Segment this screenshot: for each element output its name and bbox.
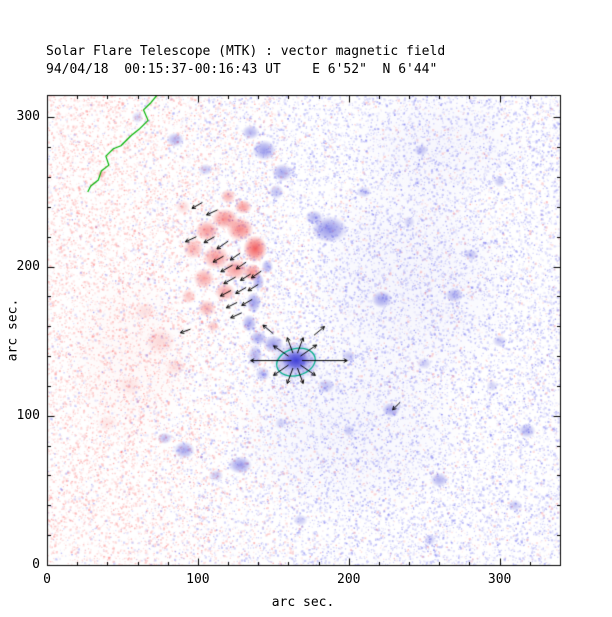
y-tick-label: 100 (16, 407, 40, 423)
y-tick-label: 200 (16, 258, 40, 274)
y-tick-label: 0 (32, 557, 40, 572)
plot-subtitle: 94/04/18 00:15:37-00:16:43 UT E 6'52" N … (46, 62, 438, 77)
y-tick-label: 300 (16, 109, 40, 125)
plot-title: Solar Flare Telescope (MTK) : vector mag… (46, 44, 446, 59)
y-axis-label: arc sec. (5, 298, 21, 362)
x-axis-label: arc sec. (271, 595, 335, 610)
x-tick-label: 300 (487, 572, 512, 587)
x-tick-label: 0 (43, 572, 51, 587)
x-tick-label: 100 (186, 572, 210, 587)
x-tick-label: 200 (337, 572, 361, 587)
